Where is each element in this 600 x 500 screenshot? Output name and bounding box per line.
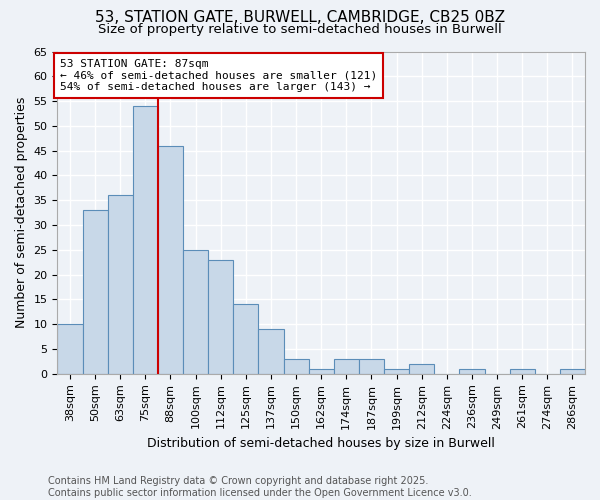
Bar <box>308 369 334 374</box>
Bar <box>83 210 107 374</box>
Bar <box>107 196 133 374</box>
Bar <box>133 106 158 374</box>
Bar <box>208 260 233 374</box>
Bar <box>284 359 308 374</box>
Bar <box>384 369 409 374</box>
Bar <box>359 359 384 374</box>
X-axis label: Distribution of semi-detached houses by size in Burwell: Distribution of semi-detached houses by … <box>147 437 495 450</box>
Text: Contains HM Land Registry data © Crown copyright and database right 2025.
Contai: Contains HM Land Registry data © Crown c… <box>48 476 472 498</box>
Bar <box>334 359 359 374</box>
Bar <box>58 324 83 374</box>
Text: 53 STATION GATE: 87sqm
← 46% of semi-detached houses are smaller (121)
54% of se: 53 STATION GATE: 87sqm ← 46% of semi-det… <box>60 59 377 92</box>
Bar <box>560 369 585 374</box>
Bar <box>183 250 208 374</box>
Bar <box>259 329 284 374</box>
Bar <box>460 369 485 374</box>
Text: 53, STATION GATE, BURWELL, CAMBRIDGE, CB25 0BZ: 53, STATION GATE, BURWELL, CAMBRIDGE, CB… <box>95 10 505 25</box>
Bar <box>509 369 535 374</box>
Y-axis label: Number of semi-detached properties: Number of semi-detached properties <box>15 97 28 328</box>
Text: Size of property relative to semi-detached houses in Burwell: Size of property relative to semi-detach… <box>98 22 502 36</box>
Bar <box>409 364 434 374</box>
Bar <box>233 304 259 374</box>
Bar <box>158 146 183 374</box>
